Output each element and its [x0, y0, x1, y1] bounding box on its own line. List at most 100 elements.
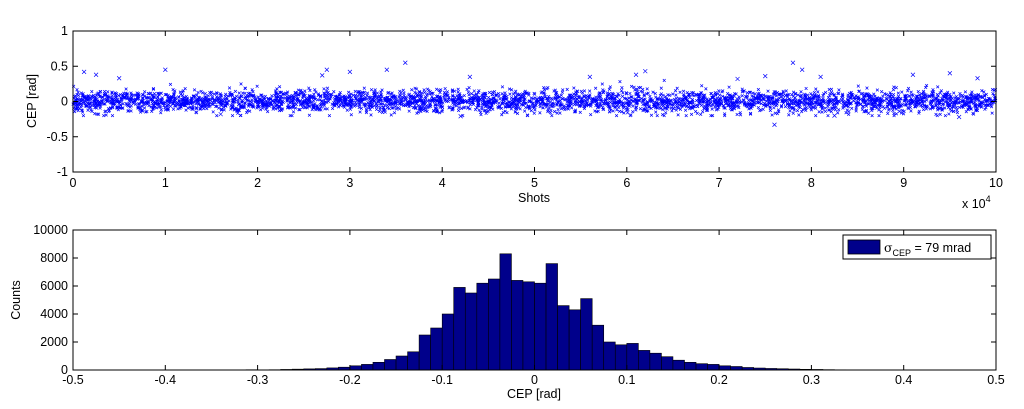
scatter-point: [603, 102, 607, 106]
scatter-point: [287, 94, 292, 98]
scatter-point: [674, 93, 678, 97]
scatter-point: [931, 98, 935, 102]
scatter-point: [539, 98, 543, 102]
scatter-point: [291, 96, 295, 100]
scatter-point: [894, 100, 898, 104]
scatter-point: [898, 99, 902, 103]
scatter-point: [572, 110, 577, 114]
scatter-outlier-point: [818, 74, 823, 80]
scatter-point: [834, 99, 839, 104]
scatter-point: [304, 96, 309, 101]
scatter-point: [645, 92, 649, 96]
scatter-point: [615, 94, 619, 98]
scatter-point: [392, 97, 396, 101]
scatter-point: [507, 103, 512, 108]
scatter-point: [377, 98, 381, 102]
scatter-point: [901, 102, 905, 107]
scatter-point: [597, 94, 601, 98]
scatter-point: [230, 113, 235, 118]
scatter-point: [819, 102, 823, 106]
scatter-point: [803, 98, 807, 102]
scatter-point: [969, 92, 973, 96]
scatter-point: [895, 97, 899, 101]
scatter-point: [920, 104, 925, 109]
scatter-point: [855, 103, 859, 107]
scatter-point: [728, 95, 733, 99]
scatter-point: [885, 101, 889, 105]
scatter-point: [215, 91, 219, 96]
scatter-point: [348, 107, 353, 111]
scatter-point: [706, 99, 711, 103]
scatter-point: [547, 106, 551, 110]
scatter-point: [307, 99, 312, 103]
scatter-point: [940, 108, 944, 112]
scatter-point: [474, 92, 478, 96]
scatter-point: [678, 90, 682, 94]
scatter-point: [143, 90, 147, 94]
scatter-point: [764, 99, 768, 103]
scatter-point: [861, 98, 866, 102]
scatter-point: [610, 92, 615, 96]
scatter-point: [846, 105, 851, 109]
scatter-outlier-point: [81, 69, 87, 75]
scatter-point: [380, 88, 384, 92]
scatter-point: [186, 102, 190, 106]
scatter-point: [265, 102, 269, 107]
scatter-point: [804, 108, 808, 113]
scatter-point: [666, 93, 670, 97]
scatter-point: [313, 102, 317, 106]
scatter-point: [500, 92, 504, 96]
scatter-point: [491, 107, 495, 111]
scatter-point: [523, 97, 527, 101]
scatter-point: [901, 112, 906, 116]
scatter-point: [658, 93, 663, 98]
scatter-point: [867, 99, 871, 103]
scatter-point: [246, 94, 250, 98]
scatter-point: [931, 105, 936, 109]
scatter-point: [191, 107, 195, 111]
scatter-point: [826, 113, 830, 118]
scatter-point: [319, 105, 323, 109]
scatter-point: [501, 97, 505, 101]
scatter-x-axis-label: Shots: [518, 191, 550, 205]
scatter-point: [378, 102, 383, 106]
scatter-point: [716, 107, 720, 111]
scatter-point: [865, 86, 869, 90]
scatter-point: [224, 92, 228, 96]
scatter-point: [526, 105, 531, 109]
scatter-point: [723, 97, 727, 101]
scatter-point: [699, 90, 703, 95]
scatter-outlier-point: [735, 76, 740, 82]
scatter-point: [720, 90, 724, 94]
scatter-point: [414, 87, 419, 91]
scatter-point: [483, 95, 487, 100]
scatter-point: [748, 111, 753, 116]
scatter-point: [392, 94, 396, 98]
scatter-point: [527, 99, 532, 103]
scatter-point: [617, 109, 622, 114]
scatter-point: [497, 94, 501, 98]
scatter-point: [662, 99, 667, 103]
scatter-point: [950, 96, 954, 100]
histogram-x-tick-label: -0.1: [431, 373, 453, 387]
scatter-point: [747, 90, 752, 94]
scatter-point: [910, 98, 915, 102]
scatter-point: [903, 93, 907, 98]
scatter-point: [715, 96, 719, 100]
scatter-point: [343, 102, 347, 107]
scatter-point: [261, 101, 265, 105]
scatter-point: [832, 93, 837, 97]
scatter-point: [826, 95, 831, 100]
scatter-point: [544, 97, 549, 101]
scatter-point: [748, 112, 753, 116]
scatter-point: [111, 105, 115, 109]
scatter-point: [76, 90, 80, 94]
scatter-point: [322, 93, 326, 98]
scatter-point: [511, 92, 516, 96]
scatter-point: [360, 99, 364, 103]
scatter-point: [829, 87, 834, 91]
scatter-point: [747, 101, 752, 106]
scatter-point: [722, 106, 726, 110]
scatter-point: [288, 113, 292, 118]
scatter-outlier-point: [790, 60, 796, 65]
